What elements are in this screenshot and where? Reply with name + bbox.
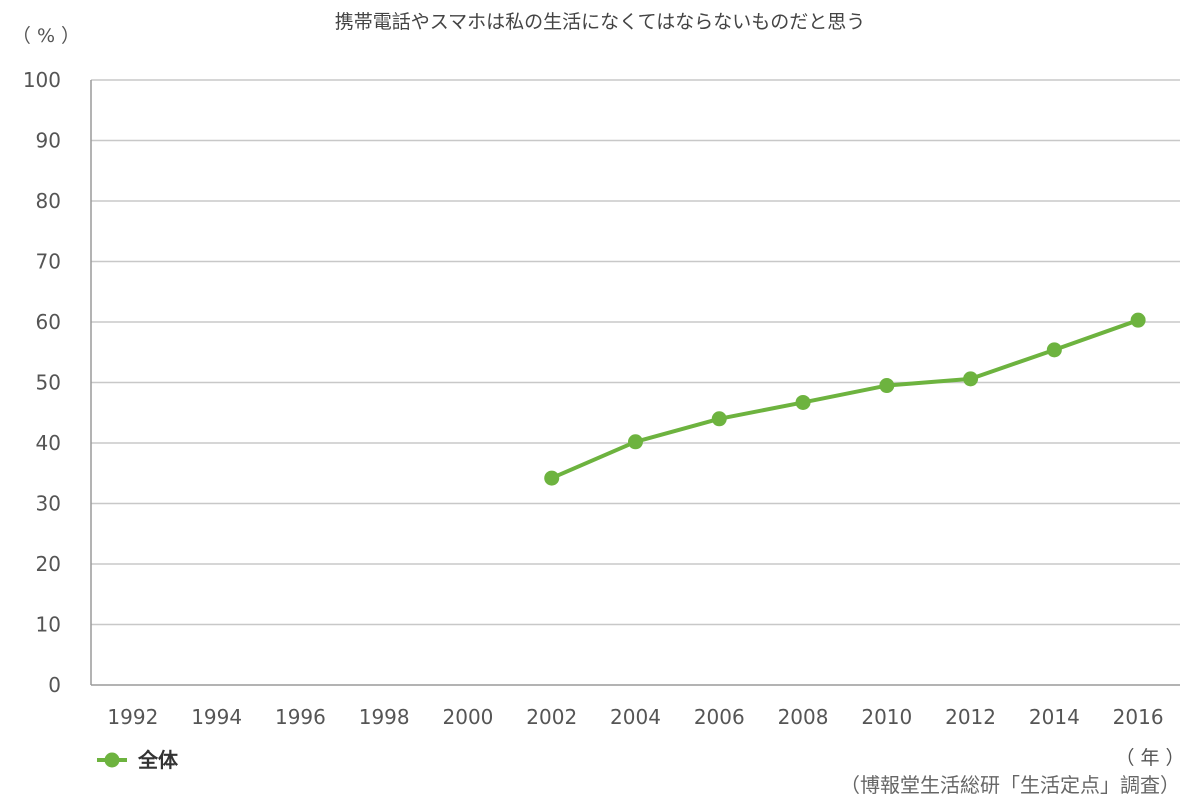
legend-point-marker: [104, 752, 120, 768]
x-tick-label: 2008: [778, 705, 829, 729]
x-tick-label: 2010: [861, 705, 912, 729]
chart-title: 携帯電話やスマホは私の生活になくてはならないものだと思う: [335, 11, 865, 33]
data-point: [795, 394, 811, 410]
x-tick-label: 1996: [275, 705, 326, 729]
series-lines: [550, 318, 1139, 480]
x-tick-label: 1994: [191, 705, 242, 729]
data-point: [544, 470, 560, 486]
y-tick-label: 70: [36, 250, 61, 274]
y-tick-label: 30: [36, 492, 61, 516]
y-tick-label: 0: [48, 673, 61, 697]
x-tick-label: 2012: [945, 705, 996, 729]
series-line: [550, 318, 1139, 480]
data-point: [628, 434, 643, 450]
x-tick-label: 2002: [526, 705, 577, 729]
legend-label: 全体: [137, 748, 179, 772]
data-point: [1130, 312, 1146, 328]
x-tick-label: 2006: [694, 705, 745, 729]
y-tick-label: 60: [36, 310, 61, 334]
data-point: [1046, 342, 1062, 358]
data-point: [711, 411, 727, 427]
legend: 全体: [97, 748, 179, 772]
data-points: [544, 312, 1146, 486]
data-point: [879, 378, 895, 394]
x-tick-label: 2000: [443, 705, 494, 729]
y-tick-label: 40: [36, 431, 61, 455]
y-tick-label: 10: [36, 613, 61, 637]
x-tick-label: 2016: [1113, 705, 1164, 729]
y-tick-label: 90: [36, 129, 61, 153]
x-tick-label: 2004: [610, 705, 661, 729]
x-tick-label: 2014: [1029, 705, 1080, 729]
x-tick-label: 1998: [359, 705, 410, 729]
y-tick-label: 100: [23, 68, 61, 92]
source-note: （博報堂生活総研「生活定点」調査）: [840, 773, 1180, 797]
data-point: [963, 371, 979, 387]
y-tick-labels: 0 10 20 30 40 50 60 70 80 90 100: [23, 68, 61, 697]
y-axis-unit-label: （ % ）: [12, 25, 80, 47]
axes: [90, 80, 1180, 686]
x-tick-label: 1992: [107, 705, 158, 729]
x-axis-unit-label: （ 年 ）: [1115, 747, 1184, 769]
y-tick-label: 20: [36, 552, 61, 576]
x-tick-labels: 1992 1994 1996 1998 2000 2002 2004 2006 2008 2010…: [107, 705, 1163, 729]
y-tick-label: 80: [36, 189, 61, 213]
y-tick-label: 50: [36, 371, 61, 395]
gridlines: [91, 79, 1180, 626]
